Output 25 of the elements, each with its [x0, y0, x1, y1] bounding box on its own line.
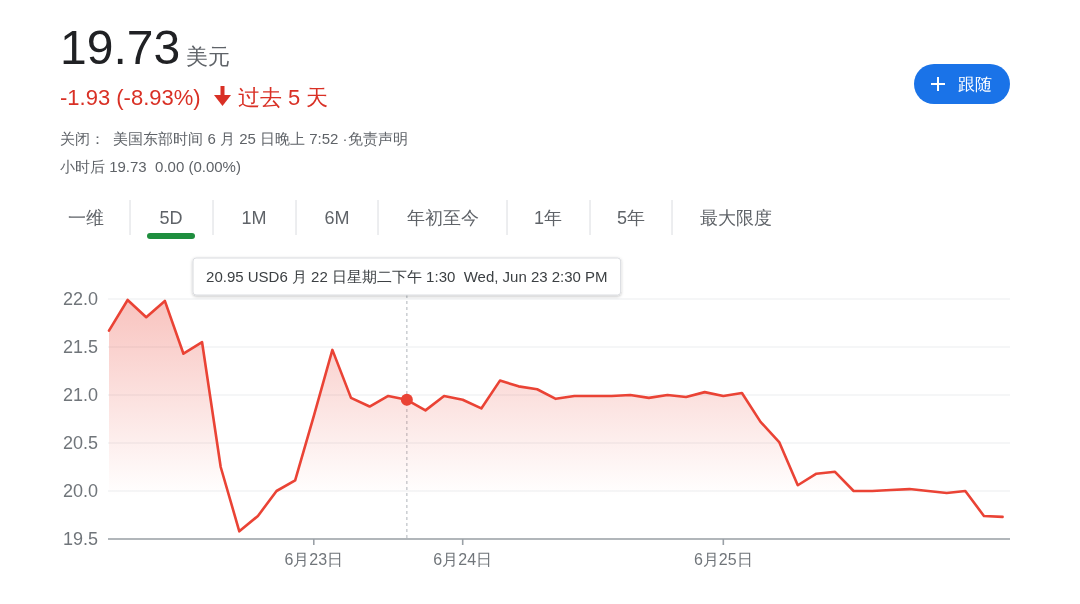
text: 20.95 USD6 月 22 日星期二下午 1:30 Wed, Jun 23 2:30 PM [206, 268, 608, 285]
x-tick-label: 6月24日 [433, 551, 493, 568]
text: 最大限度 [700, 208, 772, 228]
text: 过去 5 天 [238, 85, 329, 110]
text: 小时后 19.73 0.00 (0.00%) [60, 158, 241, 175]
text: 6M [324, 208, 350, 228]
y-tick-label: 22.0 [62, 289, 98, 310]
y-tick-label: 21.0 [62, 385, 98, 406]
text: 5D [159, 208, 183, 228]
text: 一维 [68, 208, 104, 228]
text: 5年 [616, 208, 646, 228]
chart-subtitle: -1.93 (-8.93%) [60, 85, 201, 110]
text: 跟随 [958, 75, 992, 94]
text: 美元 [186, 44, 231, 69]
text: 关闭： 美国东部时间 6 月 25 日晚上 7:52 ·免责声明 [60, 130, 408, 147]
y-tick-label: 19.5 [62, 529, 98, 550]
text: 年初至今 [407, 208, 479, 228]
y-tick-label: 20.5 [62, 433, 98, 454]
x-tick-label: 6月23日 [284, 551, 344, 568]
y-tick-label: 20.0 [62, 481, 98, 502]
text: 1年 [533, 208, 563, 228]
x-tick-label: 6月25日 [693, 551, 753, 568]
chart-title: 19.73 [60, 21, 181, 74]
y-tick-label: 21.5 [62, 337, 98, 358]
text: 1M [241, 208, 267, 228]
